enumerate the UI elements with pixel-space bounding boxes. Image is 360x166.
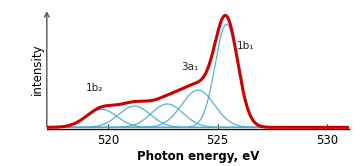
- Text: 1b₁: 1b₁: [237, 41, 254, 51]
- Text: 3a₁: 3a₁: [181, 62, 199, 72]
- Y-axis label: intensity: intensity: [31, 43, 44, 95]
- X-axis label: Photon energy, eV: Photon energy, eV: [137, 150, 259, 163]
- Text: 1b₂: 1b₂: [86, 83, 104, 93]
